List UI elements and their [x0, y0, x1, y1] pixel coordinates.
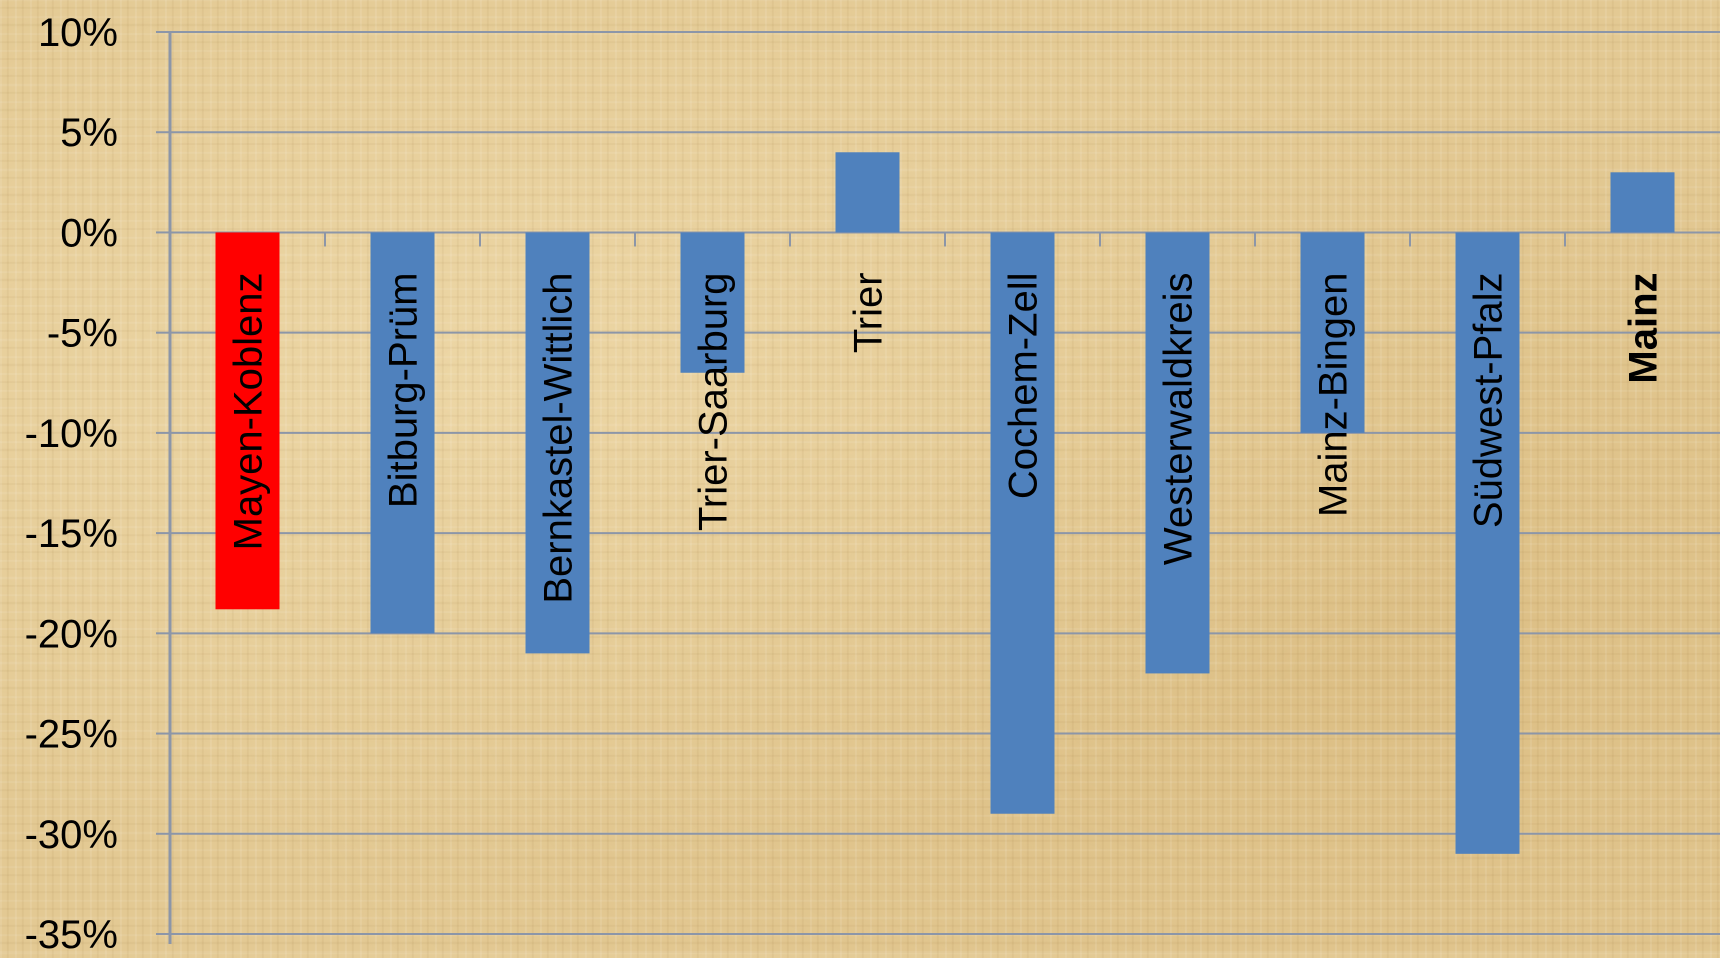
bar-8 — [1455, 232, 1520, 854]
y-tick-labels: 10% 5% 0% -5% -10% -15% -20% -25% -30% -35% — [25, 11, 118, 957]
bar-7 — [1300, 232, 1365, 433]
category-label: Westerwaldkreis — [1157, 272, 1201, 565]
category-label: Bitburg-Prüm — [382, 272, 426, 508]
y-tick-label: -15% — [25, 512, 118, 556]
bar-9 — [1610, 172, 1675, 233]
y-tick-label: -30% — [25, 813, 118, 857]
y-tick-label: 10% — [38, 11, 118, 55]
category-label: Südwest-Pfalz — [1467, 272, 1511, 528]
y-tick-label: -35% — [25, 913, 118, 953]
category-label: Mainz-Bingen — [1312, 272, 1356, 517]
category-label: Mainz — [1622, 272, 1666, 383]
y-tick-label: 5% — [60, 111, 118, 155]
bar-4 — [835, 152, 900, 233]
category-label: Mayen-Koblenz — [227, 272, 271, 550]
bar-5 — [990, 232, 1055, 814]
category-label: Trier-Saarburg — [692, 272, 736, 531]
y-tick-label: -5% — [47, 312, 118, 356]
y-tick-label: -10% — [25, 412, 118, 456]
bar-6 — [1145, 232, 1210, 674]
category-label: Trier — [847, 272, 891, 353]
bars — [215, 152, 1675, 854]
y-tick-label: -20% — [25, 612, 118, 656]
axes — [156, 31, 1566, 944]
y-tick-label: 0% — [60, 211, 118, 255]
bar-0 — [215, 232, 280, 610]
category-labels: Mayen-Koblenz Bitburg-Prüm Bernkastel-Witt… — [227, 272, 1666, 603]
category-label: Cochem-Zell — [1002, 272, 1046, 499]
category-label: Bernkastel-Wittlich — [537, 272, 581, 603]
bar-2 — [525, 232, 590, 654]
bar-3 — [680, 232, 745, 373]
bar-1 — [370, 232, 435, 634]
y-tick-label: -25% — [25, 713, 118, 757]
